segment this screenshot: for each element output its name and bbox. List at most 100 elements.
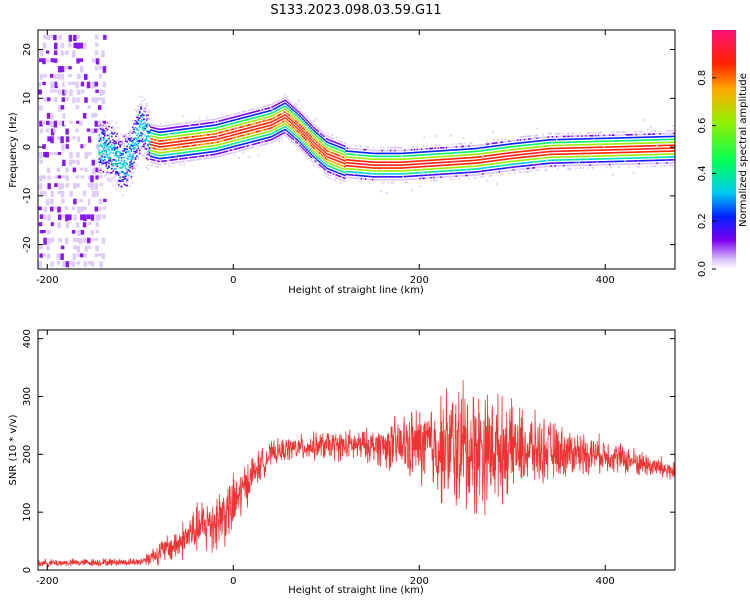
spectrogram-cell	[408, 178, 410, 181]
spectrogram-cell	[413, 148, 416, 151]
spectrogram-cell	[198, 140, 201, 143]
spectrogram-cell	[254, 143, 257, 145]
spectrogram-cell	[186, 125, 188, 127]
spectrogram-cell	[250, 129, 253, 132]
spectrogram-cell	[288, 102, 290, 105]
spectrogram-cell	[281, 124, 283, 127]
spectrogram-cell	[483, 152, 486, 155]
spectrogram-cell	[431, 173, 434, 176]
spectrogram-cell	[165, 133, 167, 136]
spectrogram-cell	[373, 161, 375, 164]
spectrogram-cell	[165, 130, 167, 133]
spectrogram-cell	[116, 150, 119, 153]
spectrogram-cell	[138, 117, 141, 120]
spectrogram-cell	[363, 154, 366, 157]
spectrogram-cell	[102, 136, 105, 139]
spectrogram-cell	[236, 136, 239, 138]
spectrogram-cell	[127, 158, 130, 160]
spectrogram-cell	[260, 121, 262, 123]
spectrogram-cell	[230, 122, 233, 125]
spectrogram-cell	[112, 126, 114, 129]
spectrogram-cell	[191, 124, 194, 126]
spectrogram-cell	[505, 143, 508, 146]
spectrogram-cell	[256, 133, 258, 136]
spectrogram-cell	[157, 163, 159, 165]
spectrogram-cell	[208, 157, 211, 159]
spectrogram-cell	[82, 144, 87, 148]
spectrogram-cell	[257, 133, 260, 136]
spectrogram-cell	[355, 168, 357, 171]
spectrogram-cell	[500, 159, 502, 161]
spectrogram-cell	[299, 138, 301, 141]
spectrogram-cell	[302, 147, 304, 150]
spectrogram-cell	[343, 165, 346, 168]
spectrogram-cell	[528, 170, 530, 173]
spectrogram-cell	[155, 139, 158, 142]
spectrogram-cell	[145, 166, 148, 169]
spectrogram-cell	[316, 135, 318, 137]
spectrogram-cell	[177, 152, 180, 155]
spectrogram-cell	[389, 161, 392, 164]
spectrogram-cell	[95, 214, 99, 221]
spectrogram-cell	[169, 162, 172, 164]
spectrogram-cell	[57, 222, 61, 229]
spectrogram-cell	[165, 165, 167, 168]
spectrogram-cell	[233, 151, 236, 154]
spectrogram-cell	[137, 147, 140, 150]
spectrogram-cell	[447, 155, 449, 158]
spectrogram-cell	[73, 66, 77, 71]
spectrogram-cell	[265, 113, 268, 116]
spectrogram-cell	[422, 168, 424, 171]
spectrogram-cell	[285, 129, 287, 132]
spectrogram-cell	[363, 160, 366, 163]
spectrogram-cell	[497, 162, 499, 164]
spectrogram-cell	[355, 156, 357, 159]
spectrogram-cell	[360, 160, 363, 162]
spectrogram-cell	[507, 140, 509, 143]
spectrogram-cell	[251, 134, 254, 137]
spectrogram-cell	[211, 130, 214, 133]
spectrogram-cell	[542, 163, 544, 165]
spectrogram-cell	[144, 127, 147, 130]
spectrogram-cell	[297, 146, 300, 148]
spectrogram-cell	[267, 130, 269, 133]
spectrogram-cell	[261, 123, 264, 126]
spectrogram-cell	[289, 118, 292, 121]
spectrogram-cell	[93, 112, 98, 118]
spectrogram-cell	[71, 229, 76, 234]
spectrogram-cell	[221, 116, 223, 119]
spectrogram-cell	[508, 166, 511, 169]
spectrogram-cell	[374, 181, 377, 184]
spectrogram-cell	[189, 124, 191, 127]
spectrogram-cell	[431, 156, 434, 159]
spectrogram-cell	[480, 170, 483, 173]
spectrogram-cell	[321, 148, 324, 151]
spectrogram-cell	[412, 169, 414, 172]
spectrogram-cell	[540, 148, 543, 151]
spectrogram-cell	[376, 152, 378, 155]
spectrogram-cell	[108, 153, 110, 155]
spectrogram-cell	[168, 133, 171, 136]
spectrogram-cell	[335, 139, 338, 141]
spectrogram-cell	[437, 156, 440, 158]
spectrogram-cell	[500, 153, 502, 155]
spectrogram-cell	[198, 152, 201, 155]
spectrogram-cell	[157, 154, 159, 157]
spectrogram-cell	[264, 105, 267, 107]
spectrogram-cell	[516, 159, 519, 162]
spectrogram-cell	[260, 135, 262, 138]
spectrogram-cell	[434, 176, 437, 179]
spectrogram-cell	[257, 113, 260, 115]
spectrogram-cell	[159, 143, 162, 145]
spectrogram-cell	[359, 180, 361, 183]
spectrogram-cell	[454, 175, 456, 178]
spectrogram-cell	[116, 171, 119, 173]
spectrogram-cell	[381, 167, 384, 169]
spectrogram-cell	[514, 166, 516, 168]
spectrogram-cell	[186, 136, 188, 139]
spectrogram-cell	[420, 148, 423, 150]
spectrogram-cell	[260, 144, 262, 147]
spectrogram-cell	[246, 124, 248, 127]
spectrogram-cell	[170, 153, 173, 155]
spectrogram-cell	[304, 155, 307, 158]
